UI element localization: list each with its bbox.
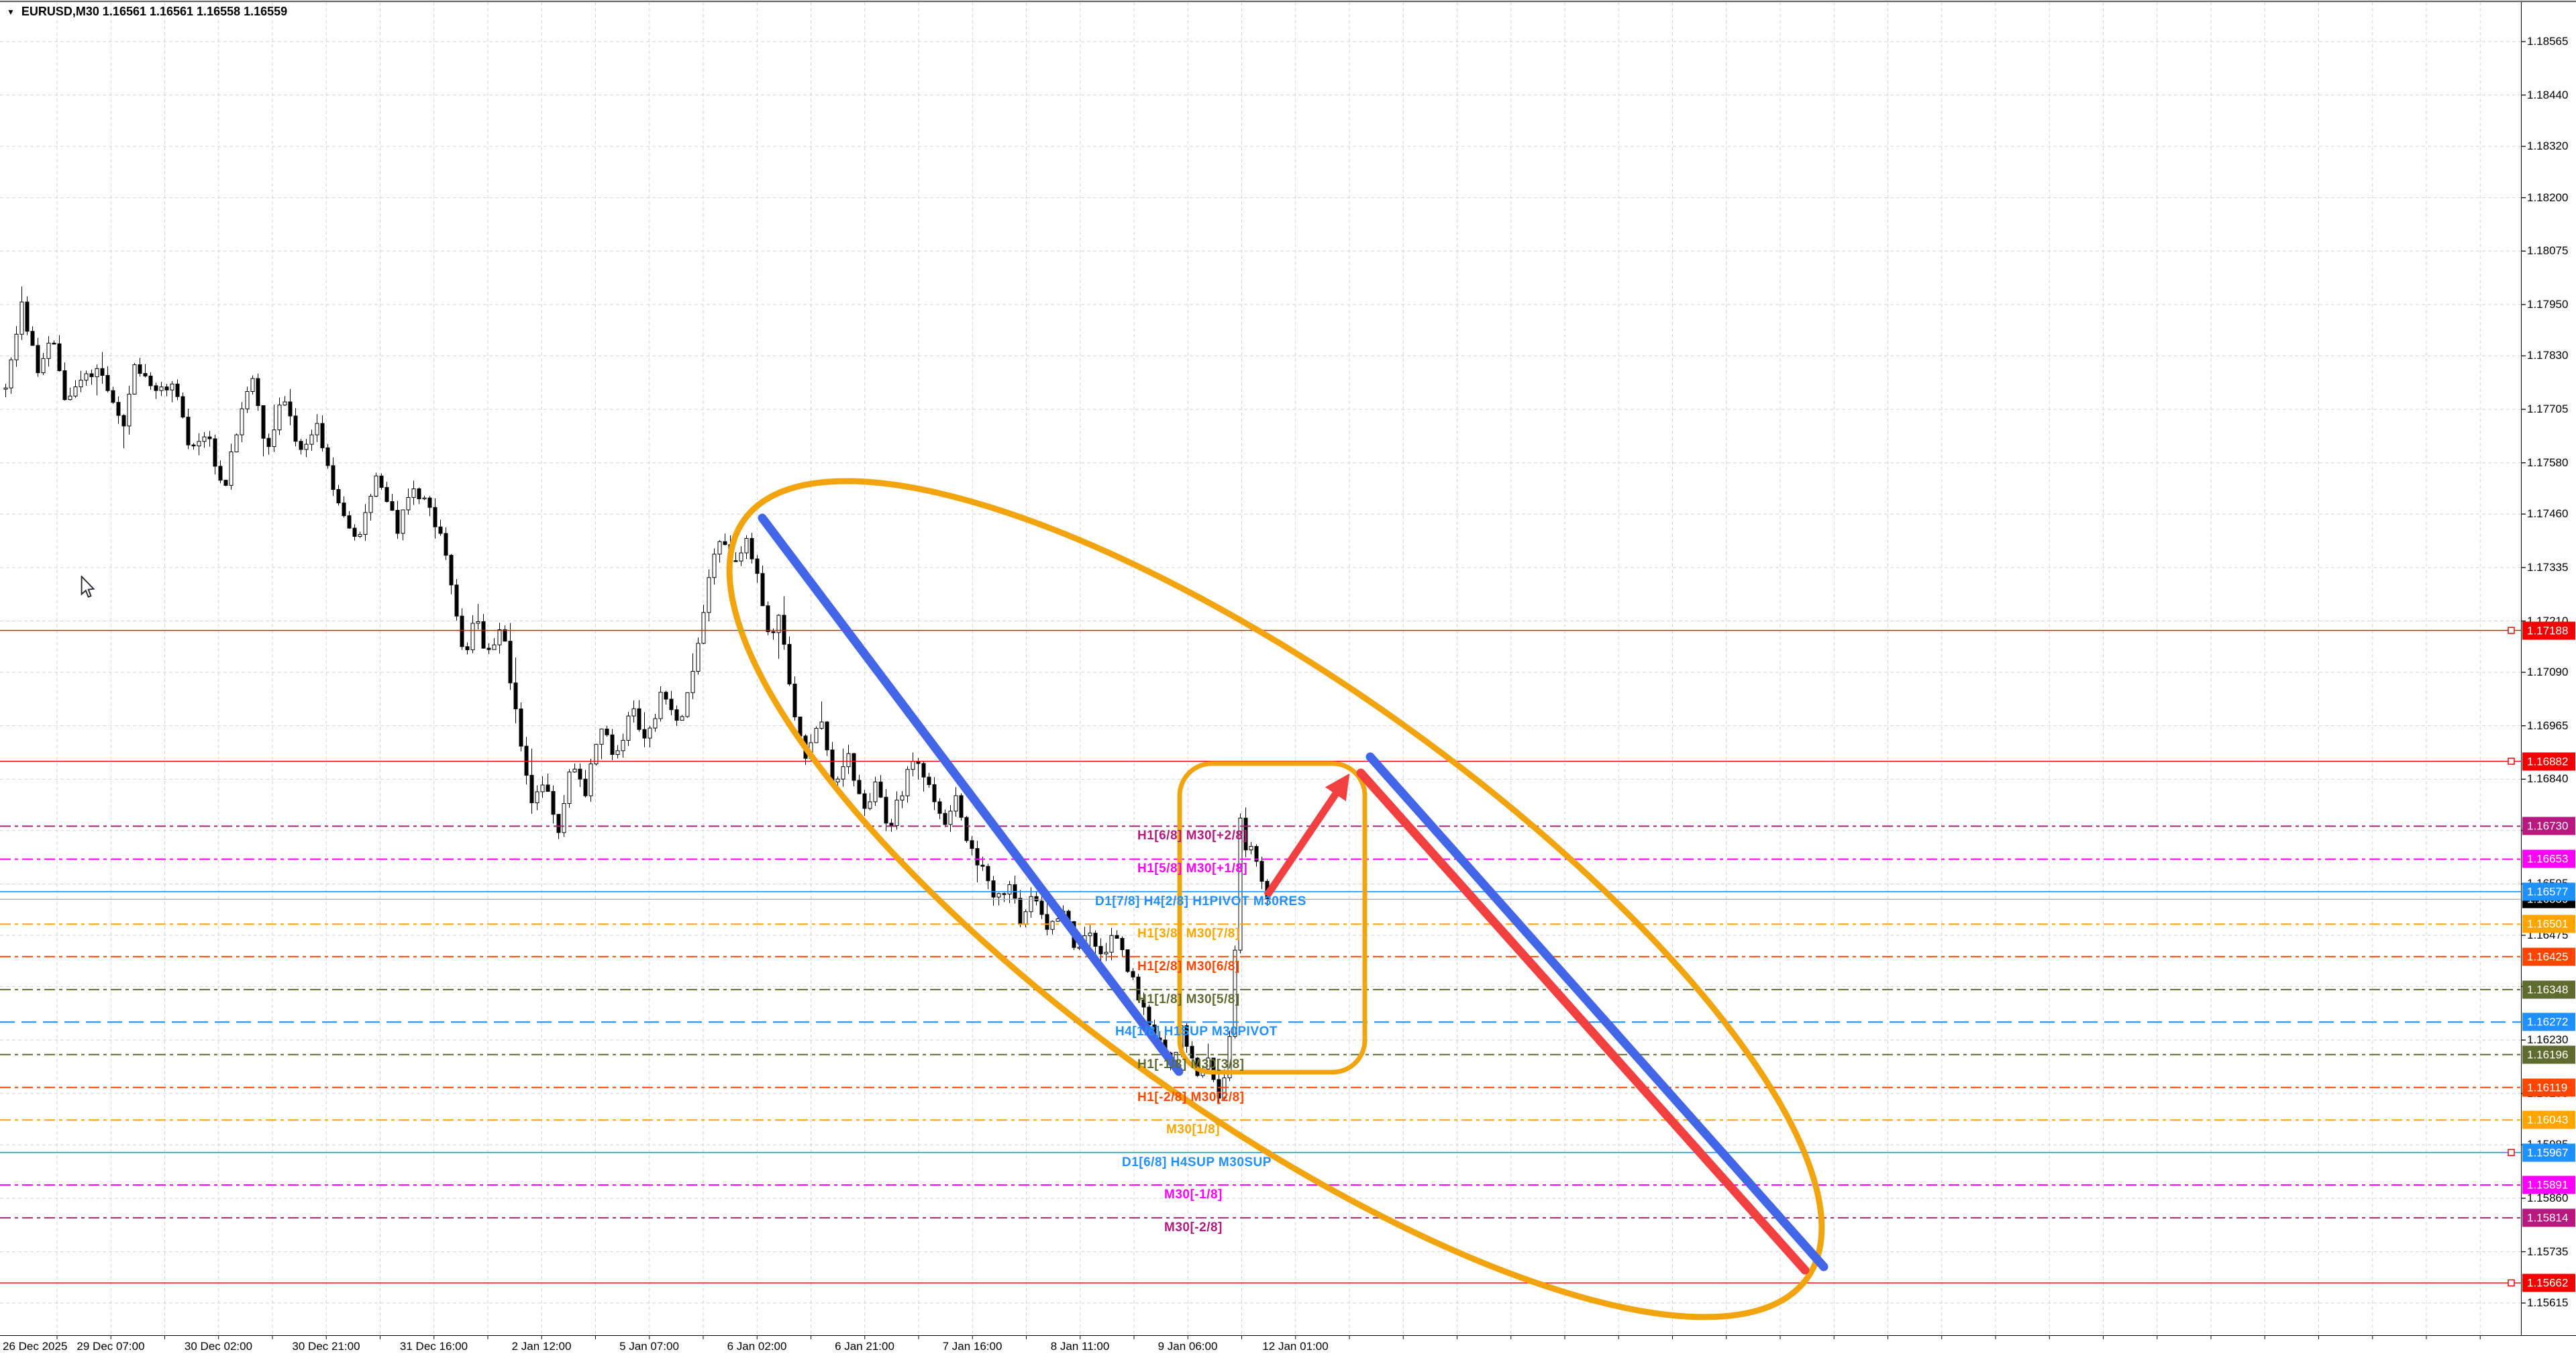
- price-tick-label: 1.15615: [2527, 1296, 2569, 1309]
- time-tick-label: 2 Jan 12:00: [511, 1340, 572, 1353]
- time-tick-label: 6 Jan 21:00: [835, 1340, 894, 1353]
- time-tick-label: 30 Dec 02:00: [184, 1340, 253, 1353]
- time-tick-label: 12 Jan 01:00: [1262, 1340, 1329, 1353]
- time-tick-label: 31 Dec 16:00: [399, 1340, 468, 1353]
- annotation-shapes[interactable]: [619, 344, 1933, 1356]
- price-tick-label: 1.17705: [2527, 403, 2569, 416]
- line-handle[interactable]: [2508, 758, 2515, 765]
- plot-border-right: [2521, 1, 2522, 1336]
- time-tick-label: 26 Dec 2025: [3, 1340, 68, 1353]
- price-tag: 1.15967: [2522, 1143, 2575, 1162]
- trendline-blue-2[interactable]: [1366, 752, 1828, 1271]
- price-tag: 1.16196: [2522, 1045, 2575, 1064]
- level-lines[interactable]: [0, 627, 2521, 1287]
- price-tag: 1.16577: [2522, 882, 2575, 901]
- trendline-red[interactable]: [1356, 768, 1810, 1275]
- time-tick-label: 30 Dec 21:00: [292, 1340, 360, 1353]
- price-tag: 1.16882: [2522, 752, 2575, 771]
- axis-ticks: [56, 41, 2526, 1339]
- price-tick-label: 1.17335: [2527, 560, 2569, 574]
- level-label: M30[-1/8]: [1164, 1188, 1223, 1202]
- price-tick-label: 1.18200: [2527, 191, 2569, 204]
- trendline-blue-1[interactable]: [758, 513, 1184, 1076]
- level-label: M30[1/8]: [1166, 1123, 1221, 1137]
- up-arrow-annotation[interactable]: [1264, 773, 1350, 898]
- window-edge: [0, 0, 2576, 1]
- price-tick-label: 1.17830: [2527, 349, 2569, 362]
- price-tick-label: 1.16840: [2527, 772, 2569, 786]
- line-handle[interactable]: [2508, 1279, 2515, 1287]
- level-label: H1[6/8] M30[+2/8]: [1137, 829, 1248, 843]
- price-tag: 1.16272: [2522, 1012, 2575, 1031]
- time-tick-label: 8 Jan 11:00: [1050, 1340, 1110, 1353]
- price-tick-label: 1.18320: [2527, 140, 2569, 153]
- level-label: M30[-2/8]: [1164, 1220, 1223, 1235]
- price-tick-label: 1.18075: [2527, 244, 2569, 258]
- level-label: H1[5/8] M30[+1/8]: [1137, 862, 1248, 876]
- time-tick-label: 9 Jan 06:00: [1157, 1340, 1218, 1353]
- line-handle[interactable]: [2508, 1149, 2515, 1156]
- price-tick-label: 1.18565: [2527, 35, 2569, 48]
- price-tag: 1.15662: [2522, 1273, 2575, 1292]
- level-label: H1[2/8] M30[6/8]: [1137, 959, 1240, 974]
- line-handle[interactable]: [2508, 627, 2515, 634]
- price-tag: 1.16043: [2522, 1110, 2575, 1129]
- level-label: D1[6/8] H4SUP M30SUP: [1122, 1155, 1272, 1169]
- price-tick-label: 1.15735: [2527, 1245, 2569, 1258]
- price-tag: 1.16119: [2522, 1078, 2575, 1097]
- level-label: H1[3/8] M30[7/8]: [1137, 927, 1240, 941]
- price-tick-label: 1.17460: [2527, 507, 2569, 521]
- symbol-title: ▼ EURUSD,M30 1.16561 1.16561 1.16558 1.1…: [7, 5, 287, 19]
- price-tag: 1.16730: [2522, 817, 2575, 835]
- price-tag: 1.16425: [2522, 947, 2575, 966]
- price-tick-label: 1.17580: [2527, 456, 2569, 469]
- price-tick-label: 1.15860: [2527, 1191, 2569, 1204]
- chevron-down-icon[interactable]: ▼: [7, 7, 15, 17]
- price-tick-label: 1.16965: [2527, 719, 2569, 732]
- time-tick-label: 5 Jan 07:00: [619, 1340, 679, 1353]
- ellipse-annotation[interactable]: [619, 344, 1933, 1356]
- plot-border-top: [0, 1, 2576, 2]
- level-label: H1[-2/8] M30[2/8]: [1137, 1090, 1245, 1104]
- price-tick-label: 1.17950: [2527, 297, 2569, 311]
- price-tick-label: 1.16230: [2527, 1033, 2569, 1047]
- level-label: H1[1/8] M30[5/8]: [1137, 992, 1240, 1006]
- rounded-rect-annotation[interactable]: [1177, 761, 1368, 1075]
- price-tag: 1.16653: [2522, 849, 2575, 868]
- time-tick-label: 7 Jan 16:00: [942, 1340, 1002, 1353]
- price-tag: 1.15814: [2522, 1208, 2575, 1227]
- price-tick-label: 1.18440: [2527, 88, 2569, 101]
- level-label: H4[1/8] H1SUP M30PIVOT: [1115, 1025, 1278, 1039]
- price-tag: 1.16348: [2522, 980, 2575, 999]
- price-tag: 1.15891: [2522, 1176, 2575, 1194]
- time-tick-label: 6 Jan 02:00: [727, 1340, 787, 1353]
- price-tick-label: 1.17090: [2527, 666, 2569, 678]
- price-tag: 1.17188: [2522, 621, 2575, 640]
- mouse-cursor-icon: [81, 576, 95, 598]
- price-tag: 1.16501: [2522, 915, 2575, 933]
- plot-border-bottom: [0, 1335, 2576, 1336]
- symbol-ohlc-text: EURUSD,M30 1.16561 1.16561 1.16558 1.165…: [21, 5, 288, 18]
- level-label: H1[-1/8] M30[3/8]: [1137, 1057, 1245, 1072]
- grid: [0, 2, 2521, 1335]
- level-label: D1[7/8] H4[2/8] H1PIVOT M30RES: [1095, 894, 1306, 908]
- time-tick-label: 29 Dec 07:00: [76, 1340, 145, 1353]
